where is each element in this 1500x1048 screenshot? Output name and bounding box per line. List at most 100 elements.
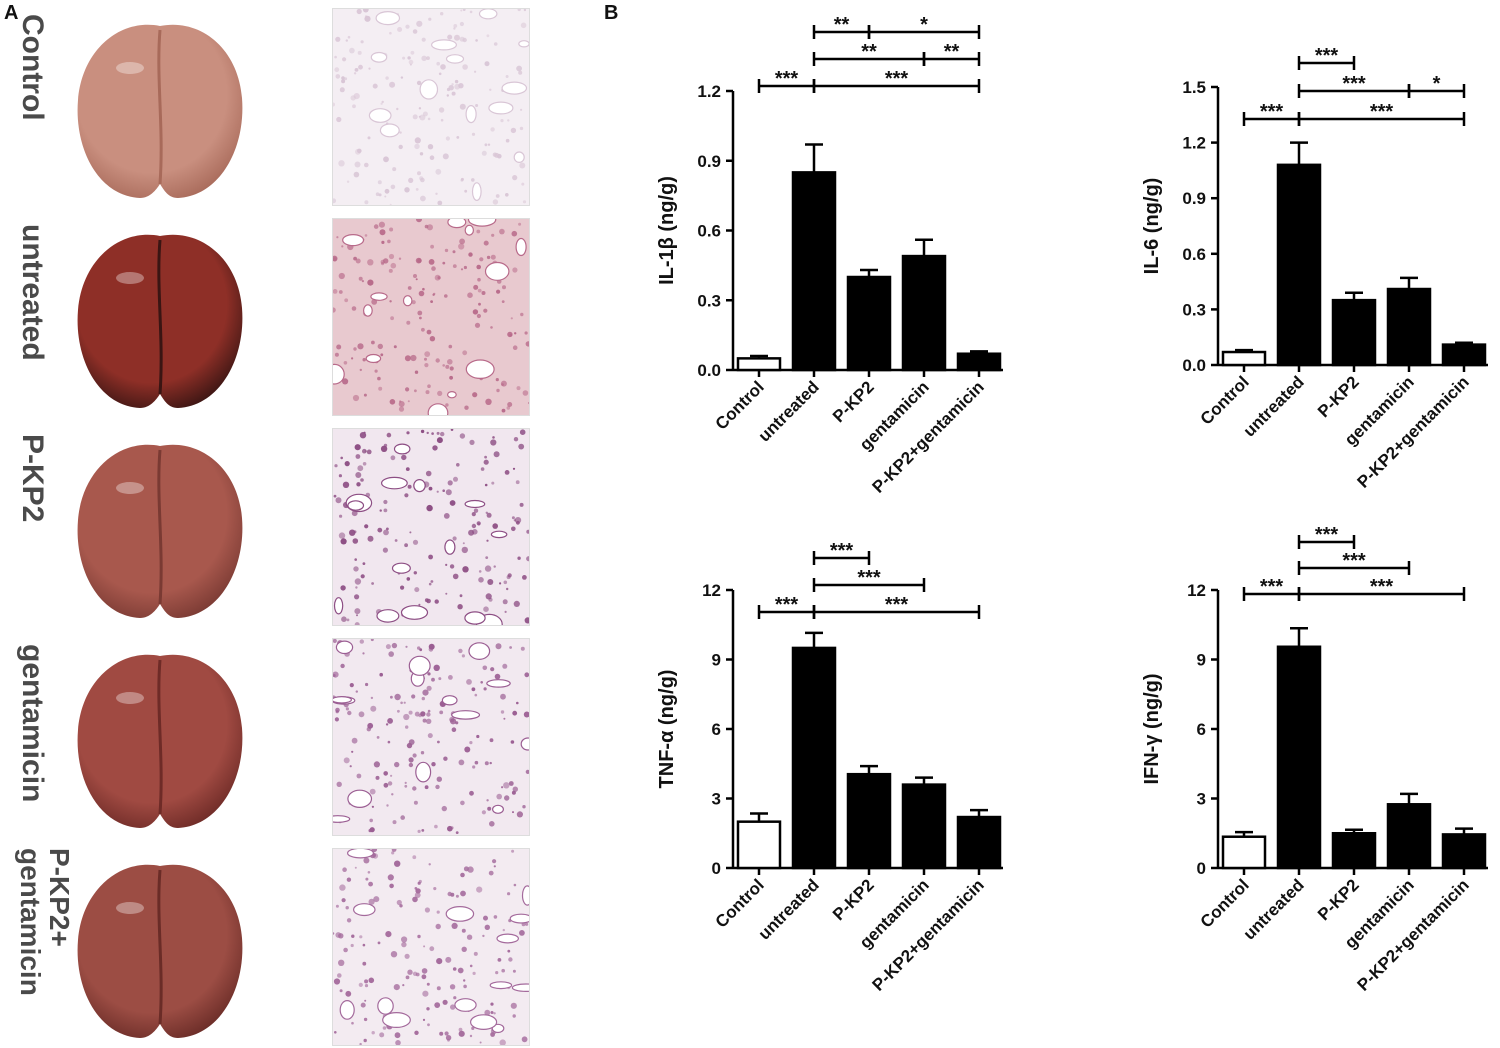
tissue-cell <box>511 230 518 237</box>
tissue-cell <box>482 665 488 671</box>
tissue-cell <box>452 967 457 971</box>
tissue-cell <box>416 80 422 86</box>
tissue-cell <box>396 899 402 906</box>
tissue-cell <box>507 402 513 407</box>
tissue-cell <box>468 252 473 257</box>
tissue-cell <box>390 262 397 269</box>
tissue-cell <box>340 538 347 545</box>
tissue-cell <box>387 781 393 786</box>
tissue-cell <box>510 127 517 134</box>
tissue-cell <box>490 326 493 329</box>
tissue-cell <box>469 964 473 968</box>
tissue-cell <box>452 264 457 268</box>
tissue-cell <box>444 248 449 253</box>
alveolus <box>445 906 475 922</box>
tissue-cell <box>379 672 383 677</box>
tissue-cell <box>438 677 442 681</box>
bar <box>1441 343 1487 367</box>
tissue-cell <box>490 667 495 672</box>
tissue-cell <box>389 883 394 889</box>
tissue-cell <box>426 712 431 717</box>
tissue-cell <box>492 523 498 529</box>
tissue-cell <box>390 951 398 958</box>
tissue-cell <box>496 793 502 800</box>
tissue-cell <box>507 949 511 953</box>
tissue-cell <box>455 831 459 834</box>
tissue-cell <box>420 751 425 755</box>
tissue-cell <box>505 138 510 143</box>
alveolus <box>467 219 497 227</box>
tissue-cell <box>364 162 369 168</box>
tissue-cell <box>516 811 523 818</box>
tissue-cell <box>472 309 479 315</box>
tissue-cell <box>448 85 454 91</box>
tissue-cell <box>335 497 342 504</box>
tissue-cell <box>490 1011 494 1014</box>
alveolus <box>430 39 457 51</box>
tissue-cell <box>354 444 361 451</box>
tissue-cell <box>412 896 418 903</box>
tissue-cell <box>431 432 434 435</box>
tissue-cell <box>383 499 388 505</box>
tissue-cell <box>522 575 527 580</box>
tissue-cell <box>392 820 397 825</box>
tissue-cell <box>353 72 357 75</box>
tissue-cell <box>462 350 468 356</box>
tissue-cell <box>344 298 349 303</box>
tissue-cell <box>355 690 358 693</box>
tissue-cell <box>492 199 499 205</box>
tissue-cell <box>383 782 389 788</box>
tissue-cell <box>333 307 336 313</box>
tissue-cell <box>353 256 357 261</box>
tissue-cell <box>335 74 341 79</box>
tissue-cell <box>387 239 391 244</box>
tissue-cell <box>407 286 412 290</box>
tissue-cell <box>344 461 350 467</box>
x-tick-label: P-KP2 <box>829 377 878 426</box>
tissue-cell <box>427 672 431 676</box>
tissue-cell <box>412 539 419 545</box>
tissue-cell <box>367 535 374 542</box>
tissue-cell <box>408 59 414 65</box>
tissue-cell <box>459 594 463 598</box>
tissue-cell <box>486 34 490 38</box>
tissue-cell <box>340 663 345 669</box>
tissue-cell <box>354 608 361 615</box>
tissue-cell <box>391 793 394 796</box>
tissue-cell <box>442 364 445 367</box>
tissue-cell <box>402 984 405 987</box>
tissue-cell <box>430 300 433 303</box>
bar <box>1331 298 1377 367</box>
tissue-cell <box>415 188 419 191</box>
tissue-cell <box>345 990 352 997</box>
tissue-cell <box>334 55 337 59</box>
tissue-cell <box>408 710 413 715</box>
tissue-cell <box>471 132 476 136</box>
tissue-cell <box>438 72 442 76</box>
tissue-cell <box>351 357 354 360</box>
alveolus <box>402 295 413 307</box>
tissue-cell <box>447 34 453 40</box>
tissue-cell <box>436 986 441 991</box>
tissue-cell <box>430 244 434 249</box>
tissue-cell <box>452 573 459 580</box>
tissue-cell <box>359 368 362 372</box>
alveolus <box>446 390 457 399</box>
tissue-cell <box>386 432 392 438</box>
tissue-cell <box>464 746 471 753</box>
tissue-cell <box>446 94 449 97</box>
tissue-cell <box>334 352 339 357</box>
tissue-cell <box>460 872 465 878</box>
tissue-cell <box>456 136 460 139</box>
tissue-cell <box>355 258 361 264</box>
tissue-cell <box>364 234 368 237</box>
lung-photo <box>77 24 243 198</box>
tissue-cell <box>436 776 442 782</box>
tissue-cell <box>516 701 519 705</box>
tissue-cell <box>365 682 369 687</box>
tissue-cell <box>483 687 487 691</box>
tissue-cell <box>418 115 421 118</box>
tissue-cell <box>489 821 495 827</box>
tissue-cell <box>506 406 511 410</box>
tissue-cell <box>511 526 516 532</box>
